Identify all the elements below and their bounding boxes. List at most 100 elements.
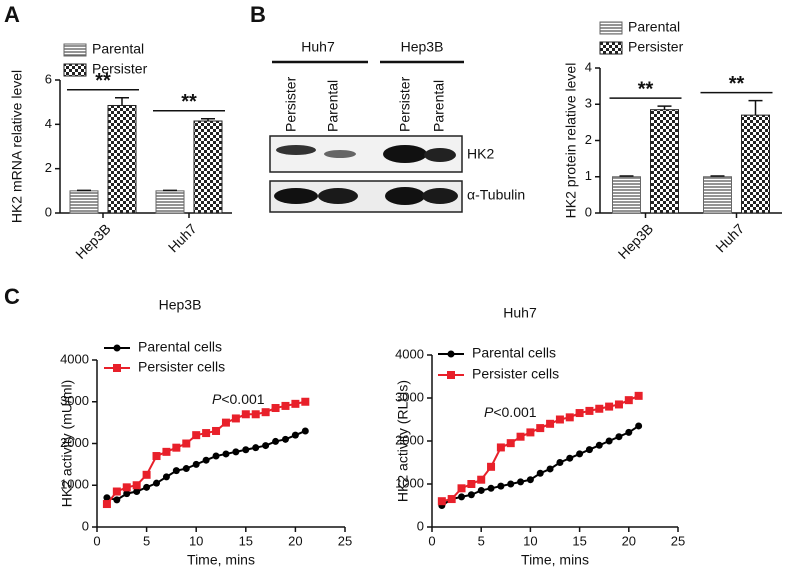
legend-label: Persister cells [472,366,559,382]
legend-swatch [63,43,87,57]
significance: ** [95,70,111,92]
error-bar [657,105,672,110]
y-axis-label: HK2 activity (mU/ml) [59,380,75,508]
y-tick-label: 3000 [60,393,89,408]
y-tick-label: 3000 [395,389,424,404]
legend-marker [447,371,455,379]
x-tick-label: 15 [239,533,253,548]
legend-swatch [63,63,87,77]
bar [650,109,679,214]
panel-label: A [4,2,20,27]
annotation-italic: P [212,391,222,407]
error-bar [748,99,763,116]
x-tick-label: 25 [338,533,352,548]
marker [477,486,485,494]
x-tick-label: 20 [622,533,636,548]
x-tick-label: Huh7 [165,220,200,255]
chart-title: Huh7 [503,305,537,321]
annotation: P<0.001 [212,391,265,407]
marker [241,410,250,419]
marker [625,428,633,436]
legend-marker [447,350,455,358]
x-axis-label: Time, mins [521,552,589,568]
annotation-text: <0.001 [493,404,536,420]
marker [585,446,593,454]
marker [242,446,250,454]
x-tick-label: 0 [93,533,100,548]
marker [566,454,574,462]
y-tick-label: 2 [45,160,52,175]
x-tick-label: 5 [143,533,150,548]
bar [703,176,732,214]
y-tick-label: 4 [45,116,52,131]
marker [231,414,240,423]
marker [526,476,534,484]
bar [741,114,770,214]
y-tick-label: 0 [45,204,52,219]
error-bar [710,175,725,177]
marker [192,431,201,440]
marker [271,404,280,413]
legend-marker [113,364,121,372]
marker [192,460,200,468]
marker [122,483,131,492]
marker [162,473,170,481]
marker [261,408,270,417]
significance: ** [729,73,745,95]
annotation: P<0.001 [484,404,537,420]
x-tick-label: 15 [572,533,586,548]
x-tick-label: 10 [189,533,203,548]
marker [467,480,476,488]
panel-label: B [250,2,266,27]
y-tick-label: 0 [82,518,89,533]
marker [272,437,280,445]
marker [526,428,535,437]
panel-label: C [4,284,20,309]
x-tick-label: Huh7 [712,220,747,255]
marker [262,442,270,450]
marker [477,475,486,484]
marker [585,406,594,415]
y-tick-label: 0 [585,204,592,219]
x-tick-label: 5 [478,533,485,548]
marker [133,488,141,496]
annotation-text: <0.001 [221,391,264,407]
marker [252,444,260,452]
chart-title: Hep3B [159,297,202,313]
marker [113,496,121,504]
marker [517,478,525,486]
bar [69,190,99,214]
marker [507,480,515,488]
y-tick-label: 1000 [60,477,89,492]
y-tick-label: 3 [585,96,592,111]
error-bar [115,96,129,106]
marker [142,470,151,479]
legend-label: Parental cells [138,339,222,355]
marker [222,450,230,458]
marker [301,427,309,435]
marker [487,462,496,471]
x-tick-label: 0 [428,533,435,548]
marker [555,415,564,424]
y-tick-label: 4 [585,59,592,74]
y-axis-label: HK2 activity (RLUs) [395,380,411,502]
legend-swatch [599,41,623,55]
y-tick-label: 4000 [395,346,424,361]
marker [546,419,555,428]
y-tick-label: 4000 [60,351,89,366]
marker [103,494,111,502]
marker [576,450,584,458]
marker [565,413,574,422]
legend-label: Parental cells [472,345,556,361]
marker [467,491,475,499]
bar [155,190,185,214]
marker [143,483,151,491]
marker [301,397,310,406]
marker [506,439,515,448]
legend-label: Parental [628,19,680,35]
error-bar [201,118,215,122]
y-tick-label: 2 [585,132,592,147]
marker [595,441,603,449]
legend-label: Persister [92,61,148,77]
marker [281,401,290,410]
